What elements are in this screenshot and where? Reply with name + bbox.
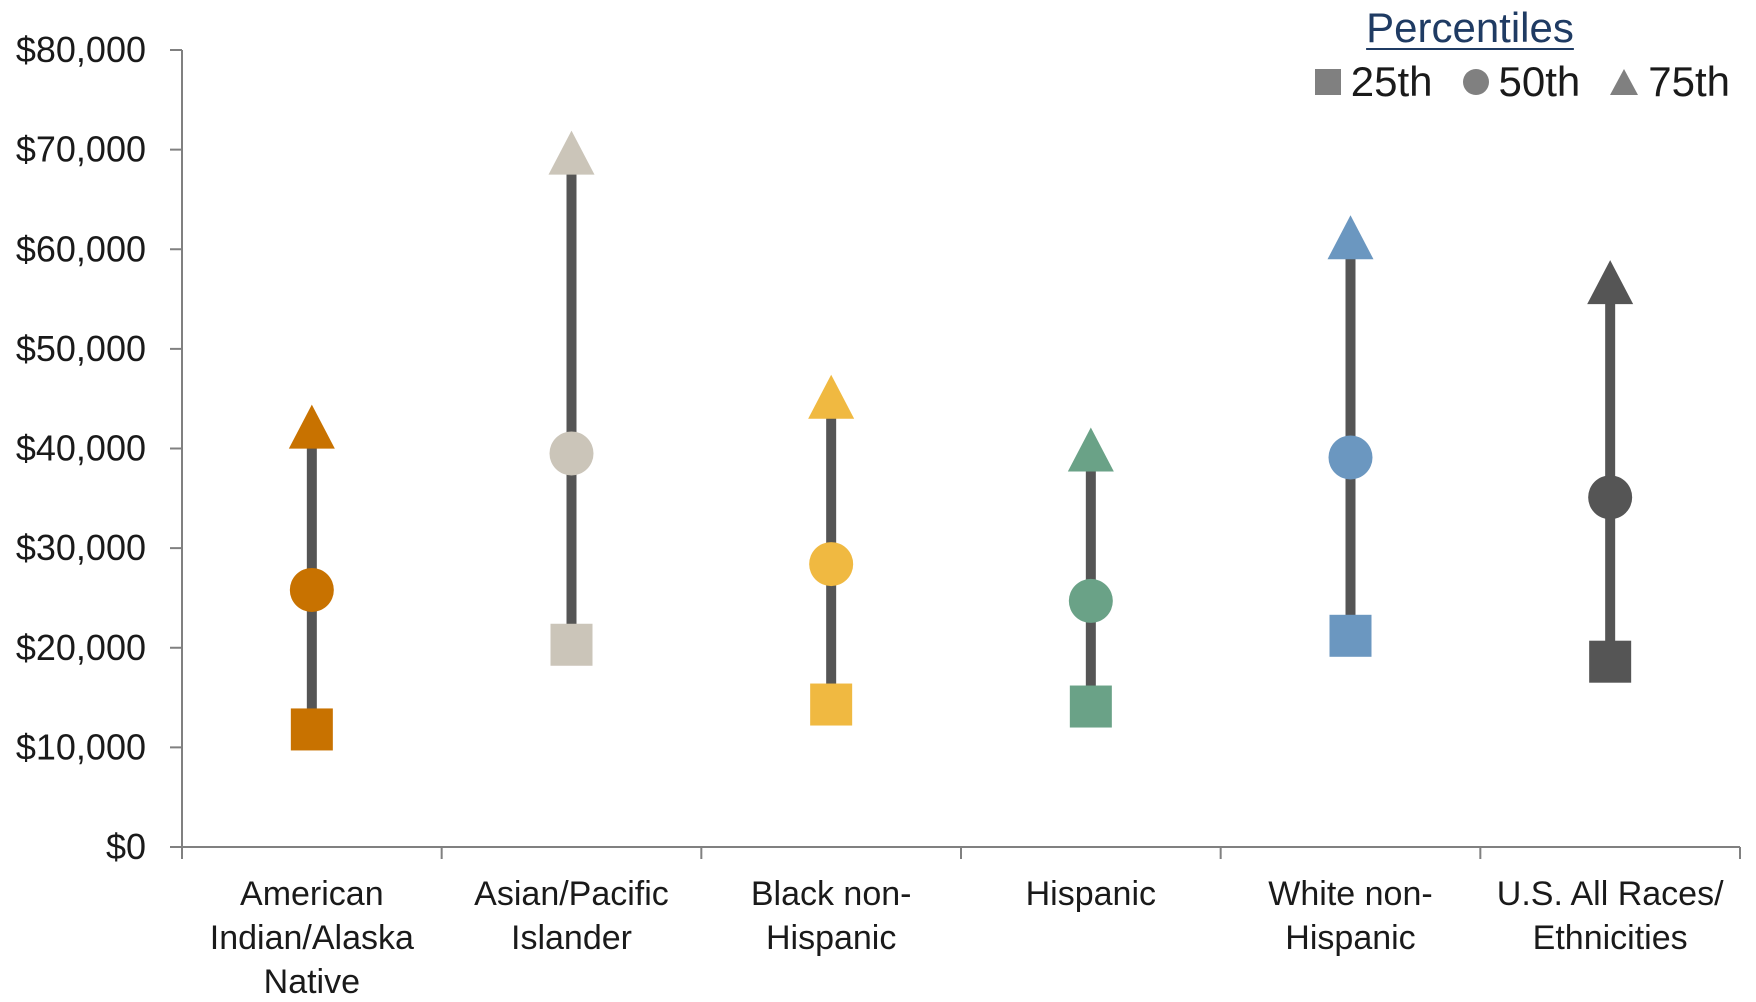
point-25th	[1589, 640, 1632, 683]
x-category-label: Asian/Pacific Islander	[474, 875, 669, 957]
point-50th	[549, 431, 594, 476]
x-category-label: White non-Hispanic	[1268, 875, 1432, 957]
square-marker-icon	[1314, 69, 1341, 95]
legend-item-25th: 25th	[1314, 58, 1433, 106]
point-50th	[809, 542, 854, 587]
triangle-marker-icon	[1610, 69, 1639, 95]
y-tick-label: $80,000	[16, 29, 146, 70]
x-category-label: Black non-Hispanic	[751, 875, 912, 957]
point-75th	[548, 130, 595, 175]
point-25th	[1329, 614, 1372, 657]
x-category-label: U.S. All Races/Ethnicities	[1497, 875, 1724, 957]
x-category-label: Hispanic	[1026, 875, 1156, 913]
legend-item-50th: 50th	[1462, 58, 1581, 106]
y-tick-label: $30,000	[16, 527, 146, 568]
point-25th	[550, 623, 593, 666]
point-25th	[290, 708, 333, 751]
legend-item-75th: 75th	[1610, 58, 1730, 106]
point-75th	[1327, 215, 1374, 260]
y-tick-label: $0	[106, 826, 146, 867]
point-75th	[1587, 260, 1634, 305]
point-25th	[810, 683, 853, 726]
legend-entries: 25th 50th 75th	[1210, 58, 1730, 106]
y-tick-label: $40,000	[16, 428, 146, 469]
point-75th	[808, 374, 855, 419]
point-50th	[1068, 578, 1113, 623]
legend-title: Percentiles	[1366, 4, 1574, 51]
y-tick-label: $70,000	[16, 129, 146, 170]
point-75th	[1067, 427, 1114, 472]
point-50th	[1588, 475, 1633, 520]
circle-marker-icon	[1462, 69, 1489, 95]
x-category-label: American Indian/Alaska Native	[210, 875, 414, 1001]
legend-label-75th: 75th	[1648, 58, 1730, 105]
y-tick-label: $20,000	[16, 627, 146, 668]
y-tick-label: $50,000	[16, 328, 146, 369]
y-tick-label: $60,000	[16, 228, 146, 269]
y-tick-label: $10,000	[16, 726, 146, 767]
point-75th	[288, 404, 335, 449]
point-50th	[289, 567, 334, 612]
legend-label-50th: 50th	[1498, 58, 1581, 105]
point-50th	[1328, 435, 1373, 480]
legend: Percentiles 25th 50th 75th	[1210, 0, 1730, 120]
point-25th	[1069, 685, 1112, 728]
legend-label-25th: 25th	[1350, 58, 1433, 105]
